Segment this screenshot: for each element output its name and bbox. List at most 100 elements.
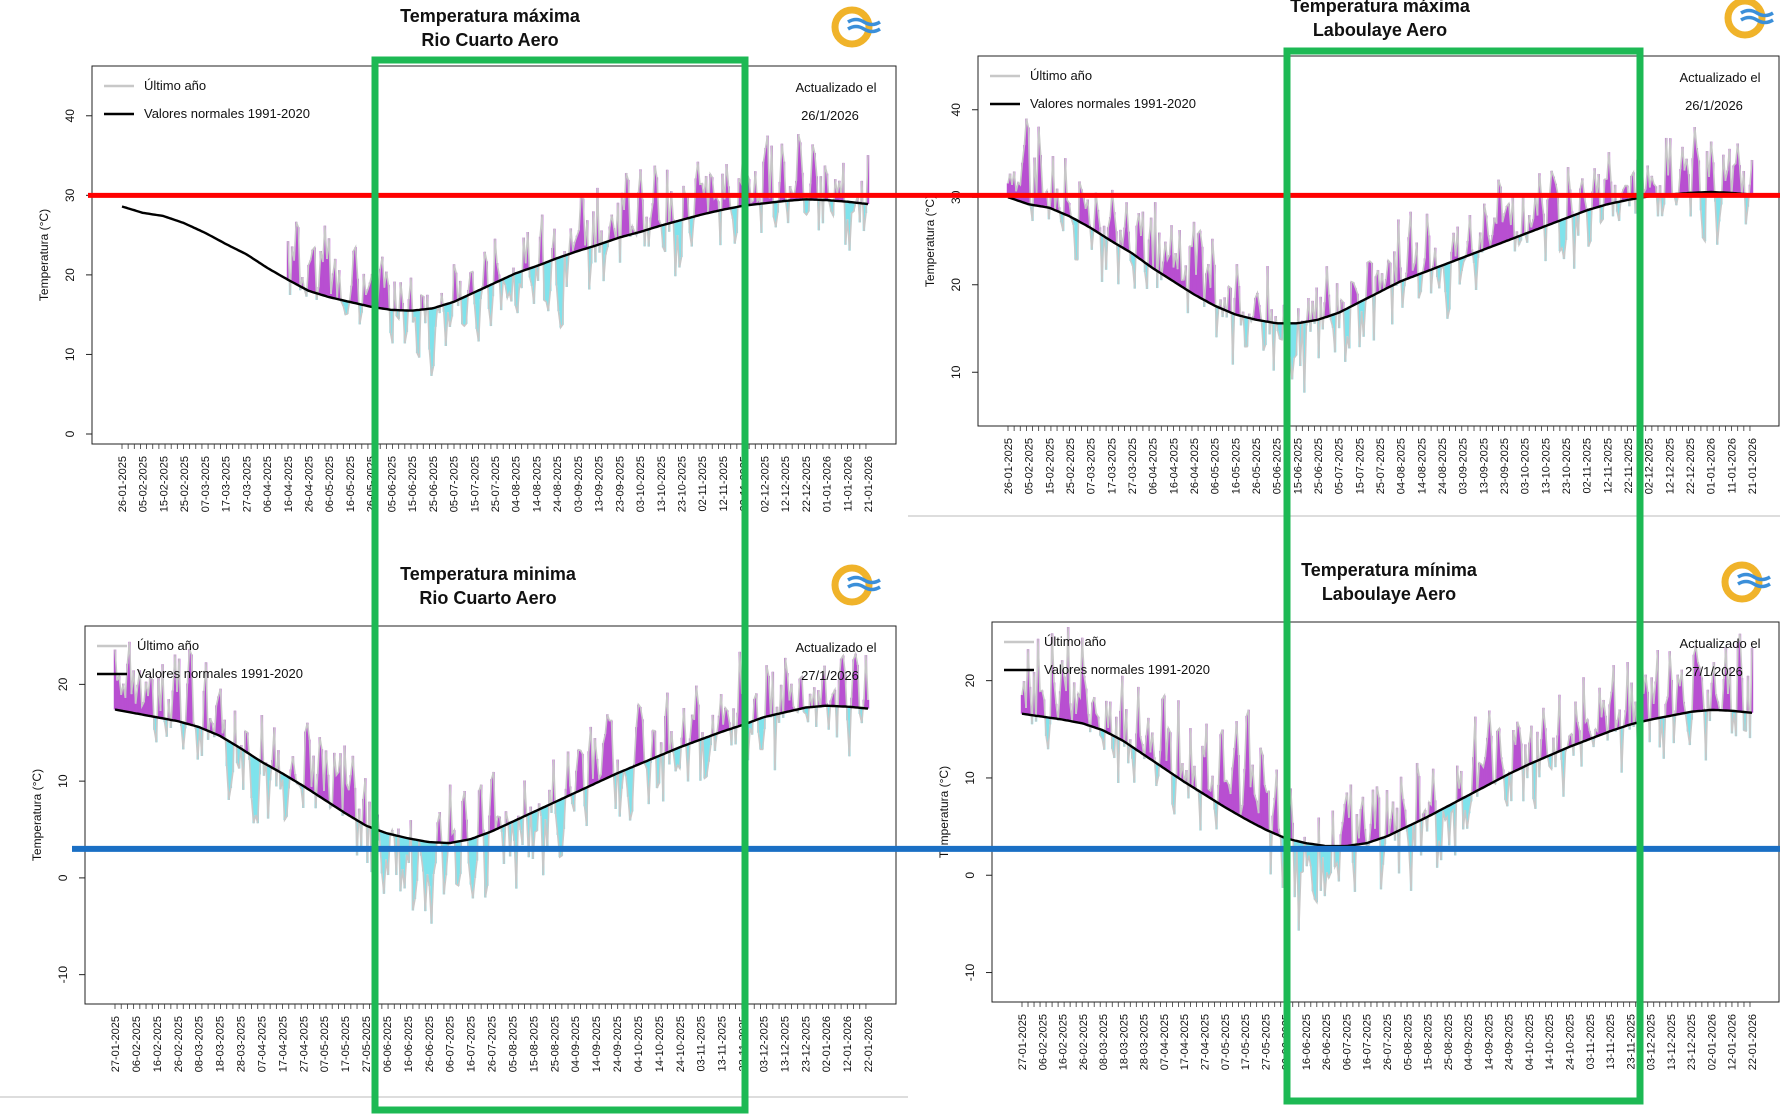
bar-above-normal [1235, 721, 1238, 814]
chart-panel-3: Temperatura minima Rio Cuarto Aero -10 0 10 2… [30, 564, 897, 1072]
x-tick-label: 01-01-2026 [822, 456, 834, 512]
legend-label-normal: Valores normales 1991-2020 [1030, 96, 1196, 111]
x-tick-label: 18-03-2025 [215, 1016, 227, 1072]
bar-above-normal [666, 692, 669, 753]
bar-above-normal [637, 704, 640, 765]
y-axis-label: Temperatura (°C) [937, 766, 951, 858]
bar-below-normal [733, 207, 737, 244]
bar-below-normal [1419, 273, 1423, 292]
bar-above-normal [1235, 264, 1239, 315]
bar-above-normal [1227, 784, 1230, 810]
bar-above-normal [552, 759, 555, 803]
bar-above-normal [1511, 196, 1515, 239]
bar-below-normal [804, 707, 808, 714]
bar-below-normal [626, 768, 630, 797]
plot-frame [91, 65, 897, 445]
bar-above-normal [713, 198, 716, 212]
plot-frame [991, 621, 1780, 1003]
bar-above-normal [319, 251, 323, 295]
x-tick-label: 16-02-2025 [1058, 1014, 1070, 1070]
bar-above-normal [1233, 747, 1236, 813]
bar-above-normal [307, 264, 310, 291]
bar-above-normal [1066, 200, 1069, 216]
bar-below-normal [1295, 840, 1298, 846]
bar-above-normal [593, 738, 597, 784]
x-tick-label: 24-08-2025 [1437, 438, 1449, 494]
bar-above-normal [1074, 713, 1078, 723]
bar-above-normal [132, 670, 135, 713]
bar-above-normal [1035, 195, 1038, 206]
bar-above-normal [1534, 194, 1537, 230]
bar-above-normal [1425, 213, 1429, 272]
bar-below-normal [473, 837, 477, 878]
bar-above-normal [792, 706, 795, 711]
x-tick-label: 24-09-2025 [612, 1016, 624, 1072]
bar-below-normal [676, 748, 679, 766]
bar-above-normal [496, 816, 499, 829]
x-tick-label: 04-10-2025 [1524, 1014, 1536, 1070]
bar-above-normal [362, 273, 366, 306]
x-tick-label: 05-08-2025 [1402, 1014, 1414, 1070]
bar-above-normal [1247, 709, 1250, 821]
bar-above-normal [639, 707, 642, 764]
bar-above-normal [379, 268, 382, 309]
x-tick-label: 24-08-2025 [552, 456, 564, 512]
bar-below-normal [686, 744, 690, 782]
bar-above-normal [1714, 694, 1718, 711]
x-tick-label: 22-11-2025 [1623, 438, 1635, 493]
bar-above-normal [1472, 757, 1475, 793]
x-tick-label: 24-09-2025 [1504, 1014, 1516, 1070]
bar-above-normal [524, 263, 527, 270]
bar-above-normal [1094, 192, 1098, 232]
bar-above-normal [1397, 219, 1400, 283]
x-tick-label: 15-02-2025 [1044, 438, 1056, 494]
bar-above-normal [364, 294, 368, 306]
bar-above-normal [767, 675, 770, 717]
bar-above-normal [217, 696, 220, 736]
bar-above-normal [1255, 800, 1258, 825]
bar-below-normal [527, 814, 530, 858]
bar-below-normal [1335, 846, 1339, 863]
highlight-box-left [371, 56, 749, 1114]
bar-below-normal [399, 836, 402, 892]
bar-above-normal [579, 193, 583, 251]
bar-above-normal [1576, 721, 1579, 744]
bar-below-normal [508, 822, 512, 857]
bar-above-normal [1111, 189, 1114, 242]
x-tick-label: 03-11-2025 [1585, 1014, 1597, 1069]
bar-above-normal [306, 722, 309, 789]
normal-line [1021, 708, 1753, 848]
bar-above-normal [811, 144, 814, 200]
bar-above-normal [324, 750, 328, 801]
bar-above-normal [1685, 158, 1688, 194]
bar-above-normal [1679, 169, 1682, 194]
bar-above-normal [291, 756, 295, 780]
bar-below-normal [1587, 209, 1590, 247]
chart-title: Temperatura máxima [400, 6, 581, 26]
bar-above-normal [1368, 261, 1371, 297]
bar-below-normal [229, 742, 233, 789]
bar-above-normal [641, 719, 644, 763]
bar-above-normal [1190, 246, 1194, 294]
bar-above-normal [1025, 118, 1028, 204]
bar-above-normal [1584, 722, 1587, 741]
y-tick-label: 10 [56, 774, 70, 788]
x-tick-label: 27-01-2025 [1017, 1014, 1029, 1070]
chart-panel-4: Temperatura mínima Laboulaye Aero -10 0 10 20… [937, 560, 1780, 1070]
bar-above-normal [765, 665, 768, 717]
x-tick-label: 17-04-2025 [277, 1016, 289, 1072]
x-tick-label: 17-03-2025 [221, 456, 233, 512]
bar-above-normal [1624, 710, 1627, 727]
bar-below-normal [558, 799, 561, 858]
bar-below-normal [1301, 842, 1304, 872]
bar-below-normal [647, 760, 650, 805]
bar-above-normal [173, 654, 177, 721]
bar-above-normal [747, 179, 751, 206]
bar-above-normal [589, 726, 593, 786]
bar-below-normal [430, 842, 433, 924]
bar-above-normal [770, 145, 773, 203]
bar-above-normal [1327, 294, 1331, 317]
bar-below-normal [1344, 309, 1347, 362]
bar-above-normal [651, 730, 655, 759]
